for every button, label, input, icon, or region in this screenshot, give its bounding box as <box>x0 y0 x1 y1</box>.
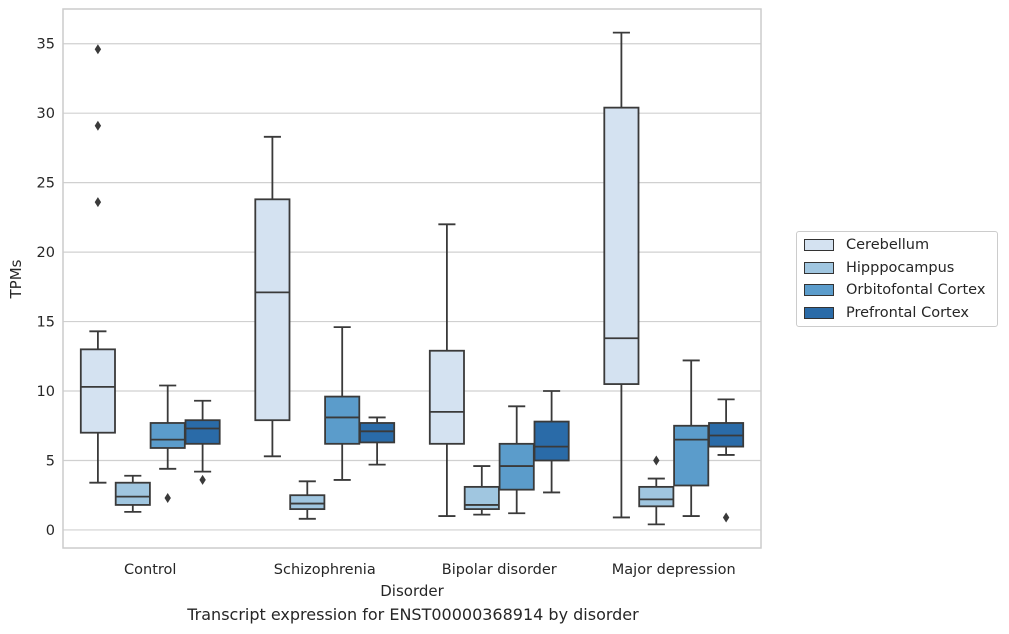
y-tick-label: 30 <box>37 106 55 122</box>
box-iqr <box>254 198 291 422</box>
box-1-3 <box>359 416 396 466</box>
legend-item-hippocampus: Hipppocampus <box>804 258 954 278</box>
y-tick-label: 35 <box>37 37 55 53</box>
box-2-0 <box>428 223 465 517</box>
legend-label-cerebellum: Cerebellum <box>846 237 930 253</box>
outlier-point <box>164 492 171 503</box>
x-tick-label: Major depression <box>612 562 736 578</box>
box-iqr <box>673 424 710 487</box>
outlier-point <box>94 120 102 131</box>
legend-item-prefrontal: Prefrontal Cortex <box>804 303 969 323</box>
box-iqr <box>79 348 116 434</box>
box-iqr <box>184 419 221 445</box>
legend-swatch-cerebellum <box>804 239 834 251</box>
box-iqr <box>603 106 640 385</box>
box-3-0 <box>603 31 640 519</box>
box-1-0 <box>254 135 291 458</box>
box-3-1 <box>638 455 675 526</box>
box-0-2 <box>149 384 186 503</box>
legend-swatch-prefrontal <box>804 307 834 319</box>
box-iqr <box>428 349 465 445</box>
y-tick-label: 25 <box>37 176 55 192</box>
outlier-point <box>722 512 730 523</box>
box-iqr <box>114 481 151 506</box>
legend: Cerebellum Hipppocampus Orbitofontal Cor… <box>796 231 998 327</box>
outlier-point <box>653 455 660 466</box>
y-tick-labels: 0 5 10 15 20 25 30 35 <box>37 37 55 539</box>
box-3-2 <box>673 359 710 517</box>
box-2-3 <box>533 390 570 494</box>
x-tick-labels: Control Schizophrenia Bipolar disorder Majo… <box>124 562 736 578</box>
box-2-1 <box>463 465 500 516</box>
grid-lines <box>63 43 761 531</box>
outlier-point <box>199 474 206 485</box>
figure-caption: Transcript expression for ENST0000036891… <box>187 605 639 624</box>
legend-swatch-hippocampus <box>804 262 834 274</box>
box-iqr <box>463 485 500 511</box>
y-tick-label: 0 <box>46 523 55 539</box>
box-iqr <box>289 494 326 511</box>
box-0-3 <box>184 399 221 485</box>
legend-label-prefrontal: Prefrontal Cortex <box>846 305 969 321</box>
legend-swatch-orbitofrontal <box>804 284 834 296</box>
box-1-1 <box>289 480 326 520</box>
box-0-0 <box>79 44 116 484</box>
legend-label-orbitofrontal: Orbitofontal Cortex <box>846 282 986 298</box>
box-1-2 <box>324 326 361 481</box>
x-tick-label: Schizophrenia <box>274 562 376 578</box>
box-iqr <box>359 422 396 444</box>
x-tick-label: Control <box>124 562 176 578</box>
box-2-2 <box>498 405 535 515</box>
y-tick-label: 10 <box>37 384 55 400</box>
box-0-1 <box>114 474 151 513</box>
legend-item-cerebellum: Cerebellum <box>804 235 929 255</box>
plot-frame <box>62 8 762 549</box>
box-3-3 <box>708 398 745 523</box>
outlier-point <box>94 197 102 208</box>
x-axis-label: Disorder <box>380 582 444 600</box>
box-iqr <box>533 420 570 462</box>
y-axis-label: TPMs <box>7 259 25 299</box>
box-iqr <box>324 395 361 445</box>
y-tick-label: 5 <box>46 453 55 469</box>
y-tick-label: 15 <box>37 315 55 331</box>
box-iqr <box>149 422 186 449</box>
outlier-point <box>94 44 102 55</box>
legend-item-orbitofrontal: Orbitofontal Cortex <box>804 280 985 300</box>
x-tick-label: Bipolar disorder <box>442 562 557 578</box>
box-iqr <box>638 485 675 508</box>
box-groups <box>79 31 745 526</box>
y-tick-label: 20 <box>37 245 55 261</box>
legend-label-hippocampus: Hipppocampus <box>846 260 955 276</box>
